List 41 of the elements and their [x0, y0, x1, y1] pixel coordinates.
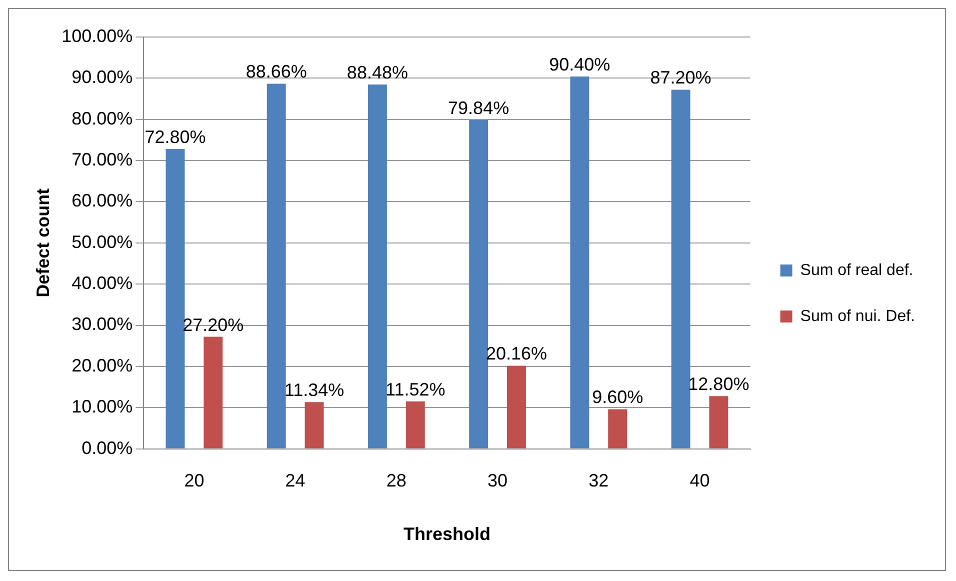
bar: [570, 76, 590, 448]
y-tick-label: 80.00%: [72, 108, 133, 128]
y-tick-label: 0.00%: [82, 438, 133, 458]
y-tick-label: 20.00%: [72, 355, 133, 376]
bar: [266, 84, 286, 448]
x-tick-label: 20: [184, 470, 204, 491]
data-label: 11.34%: [284, 380, 344, 400]
data-label: 88.66%: [246, 62, 307, 82]
bar: [709, 396, 728, 448]
legend-label: Sum of real def.: [800, 262, 914, 279]
bar: [469, 120, 488, 448]
x-tick-label: 40: [690, 470, 710, 491]
y-tick-label: 100.00%: [62, 26, 133, 46]
bar: [204, 336, 223, 448]
data-label: 72.80%: [144, 126, 206, 147]
bar: [304, 402, 324, 448]
x-tick-label: 28: [386, 470, 406, 491]
data-label: 9.60%: [592, 387, 644, 408]
x-tick-label: 24: [285, 470, 306, 491]
bar: [608, 409, 628, 448]
data-label: 90.40%: [549, 54, 610, 74]
y-tick-label: 70.00%: [72, 150, 133, 170]
bar: [671, 90, 690, 448]
y-tick-label: 30.00%: [72, 314, 133, 334]
y-tick-label: 50.00%: [72, 232, 133, 252]
bar: [166, 149, 185, 448]
x-axis-title: Threshold: [403, 524, 490, 544]
legend-label: Sum of nui. Def.: [800, 308, 915, 325]
data-label: 88.48%: [346, 62, 408, 82]
y-tick-label: 60.00%: [72, 190, 133, 211]
y-tick-label: 90.00%: [72, 67, 133, 88]
data-label: 79.84%: [448, 98, 510, 118]
y-tick-label: 40.00%: [72, 273, 133, 294]
y-axis-title: Defect count: [32, 188, 53, 298]
bar: [507, 366, 526, 448]
bar: [406, 401, 425, 448]
data-label: 87.20%: [650, 68, 712, 88]
x-tick-label: 30: [488, 470, 508, 491]
x-tick-label: 32: [588, 470, 609, 491]
y-tick-label: 10.00%: [72, 396, 133, 417]
bar: [368, 84, 387, 448]
